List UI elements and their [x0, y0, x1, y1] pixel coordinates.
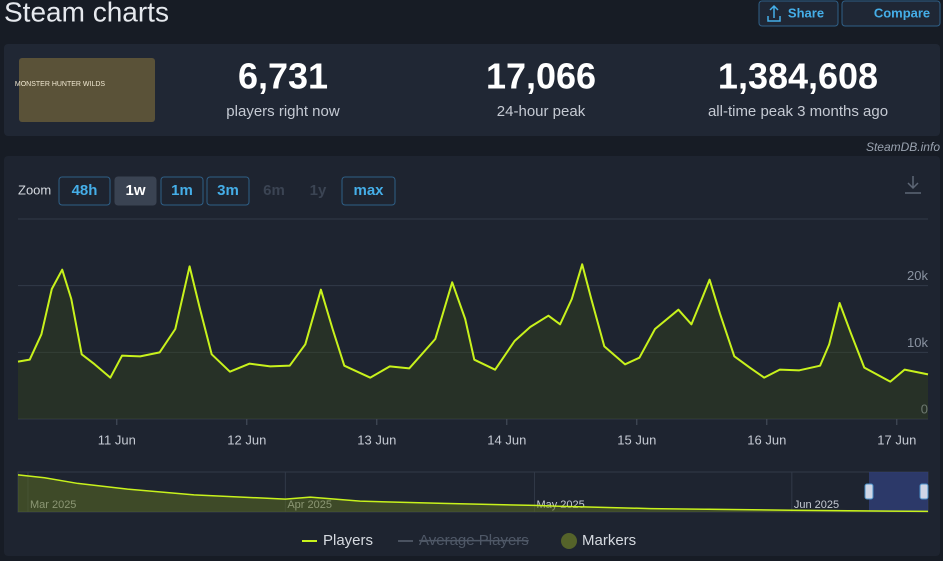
legend-label[interactable]: Average Players: [419, 532, 529, 549]
x-tick-label: Jun 2025: [794, 499, 839, 511]
zoom-button[interactable]: [114, 176, 157, 206]
zoom-option[interactable]: 1w: [125, 182, 145, 199]
x-tick-label: 16 Jun: [747, 432, 786, 447]
navigator-line: [17, 474, 929, 513]
navigator-handle[interactable]: [919, 483, 929, 500]
y-tick-label: 10k: [907, 335, 928, 350]
zoom-option[interactable]: 1m: [171, 182, 193, 199]
credit[interactable]: SteamDB.info: [866, 140, 940, 154]
y-tick-label: 20k: [907, 268, 928, 283]
zoom-option: 6m: [263, 182, 285, 199]
x-tick-label: 12 Jun: [227, 432, 266, 447]
zoom-option: 1y: [310, 182, 327, 199]
navigator-area: [18, 474, 928, 512]
logo-text: MONSTER HUNTER WILDS: [15, 81, 106, 88]
zoom-option[interactable]: max: [353, 182, 384, 199]
chart-panel: [4, 156, 940, 556]
zoom-buttons: 48h 1w 1m 3m 6m 1y max: [58, 176, 396, 206]
stats-panel: [4, 44, 940, 136]
x-tick-label: 17 Jun: [877, 432, 916, 447]
stat-value: 6,731: [238, 56, 328, 97]
stat-value: 1,384,608: [718, 56, 878, 97]
x-tick-label: 11 Jun: [98, 432, 136, 447]
zoom-button[interactable]: [341, 176, 396, 206]
zoom-option[interactable]: 3m: [217, 182, 239, 199]
zoom-option[interactable]: 48h: [72, 182, 98, 199]
game-logo: [19, 58, 155, 122]
stat-label: 24-hour peak: [497, 103, 586, 120]
share-icon: [767, 4, 781, 22]
navigator-handle[interactable]: [864, 483, 874, 500]
zoom-button[interactable]: [160, 176, 204, 206]
share-label[interactable]: Share: [788, 5, 824, 20]
navigator-selection[interactable]: [869, 472, 928, 512]
main-chart: 0 10k 20k 11 Jun 12 Jun 13 Jun 14 Jun 15 Jun 16 …: [17, 263, 929, 447]
stat-value: 17,066: [486, 56, 596, 97]
y-tick-label: 0: [921, 401, 928, 416]
download-icon[interactable]: [905, 176, 921, 194]
players-line: [17, 263, 929, 383]
zoom-button[interactable]: [58, 176, 111, 206]
x-tick-label: 13 Jun: [357, 432, 396, 447]
stat-label: all-time peak 3 months ago: [708, 103, 888, 120]
x-tick-label: 15 Jun: [617, 432, 656, 447]
compare-button[interactable]: [841, 0, 941, 27]
x-tick-label: 14 Jun: [487, 432, 526, 447]
stat-label: players right now: [226, 103, 340, 120]
legend-swatch: [561, 533, 577, 549]
share-button[interactable]: [758, 0, 839, 27]
zoom-label: Zoom: [18, 182, 51, 197]
compare-label[interactable]: Compare: [874, 5, 930, 20]
legend-label[interactable]: Players: [323, 532, 373, 549]
legend-label[interactable]: Markers: [582, 532, 636, 549]
page-title: Steam charts: [4, 0, 169, 27]
zoom-button[interactable]: [206, 176, 250, 206]
